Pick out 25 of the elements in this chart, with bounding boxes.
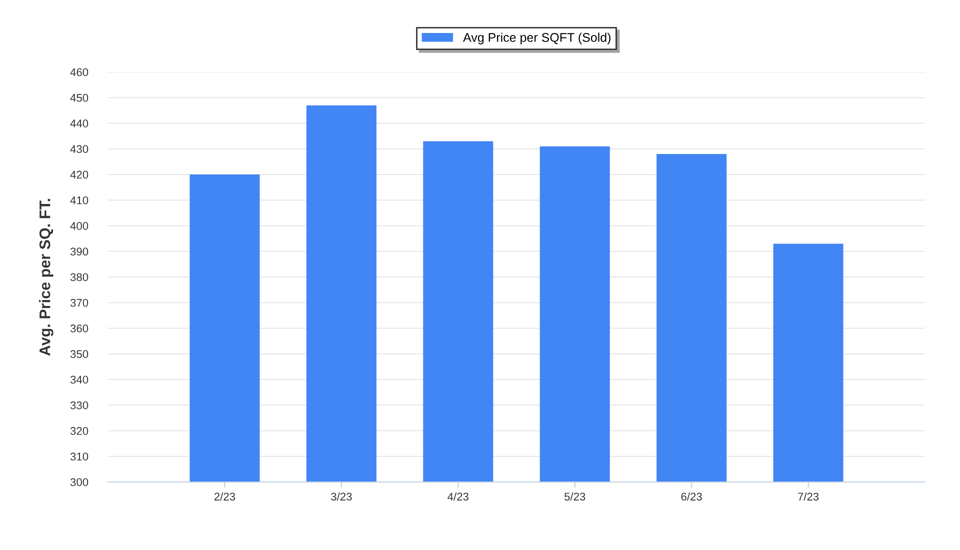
y-axis-title: Avg. Price per SQ. FT. — [39, 198, 54, 356]
y-tick-label: 410 — [70, 196, 88, 204]
y-tick-label: 390 — [70, 248, 88, 256]
y-tick-label: 310 — [70, 452, 88, 461]
y-tick-label: 330 — [70, 401, 88, 410]
x-tick-label: 4/23 — [448, 492, 468, 501]
y-tick-label: 320 — [70, 427, 88, 435]
x-tick-label: 3/23 — [331, 492, 352, 501]
y-tick-label: 430 — [70, 145, 88, 154]
x-tick-label: 7/23 — [798, 492, 819, 501]
y-tick-label: 380 — [70, 273, 88, 282]
y-tick-label: 300 — [70, 478, 88, 486]
y-tick-label: 340 — [70, 376, 88, 384]
x-tick-label: 5/23 — [564, 492, 586, 501]
y-tick-label: 360 — [70, 324, 88, 332]
y-tick-label: 450 — [70, 94, 88, 102]
y-tick-label: 350 — [70, 350, 88, 358]
y-tick-label: 460 — [70, 68, 88, 76]
y-tick-label: 400 — [70, 222, 88, 230]
y-tick-label: 420 — [70, 170, 88, 179]
legend-label: Avg Price per SQFT (Sold) — [463, 32, 610, 44]
x-tick-label: 6/23 — [681, 492, 702, 501]
y-tick-label: 440 — [70, 120, 88, 128]
y-tick-label: 370 — [70, 298, 88, 307]
x-tick-label: 2/23 — [214, 492, 236, 501]
